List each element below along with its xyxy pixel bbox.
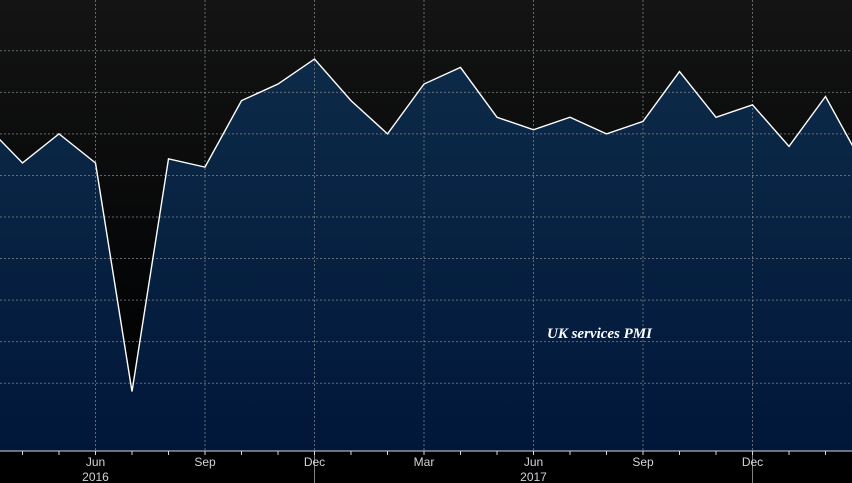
axis-background xyxy=(0,451,852,483)
x-tick-label: Jun xyxy=(86,455,105,469)
series-line xyxy=(0,58,852,392)
x-tick-label: Jun xyxy=(524,455,543,469)
series-area xyxy=(0,59,852,451)
x-year-label: 2017 xyxy=(520,470,547,483)
chart-annotation: UK services PMI xyxy=(547,326,653,342)
x-tick-label: Mar xyxy=(414,455,435,469)
x-tick-label: Sep xyxy=(194,455,216,469)
x-tick-label: Sep xyxy=(632,455,654,469)
x-year-label: 2016 xyxy=(82,470,109,483)
